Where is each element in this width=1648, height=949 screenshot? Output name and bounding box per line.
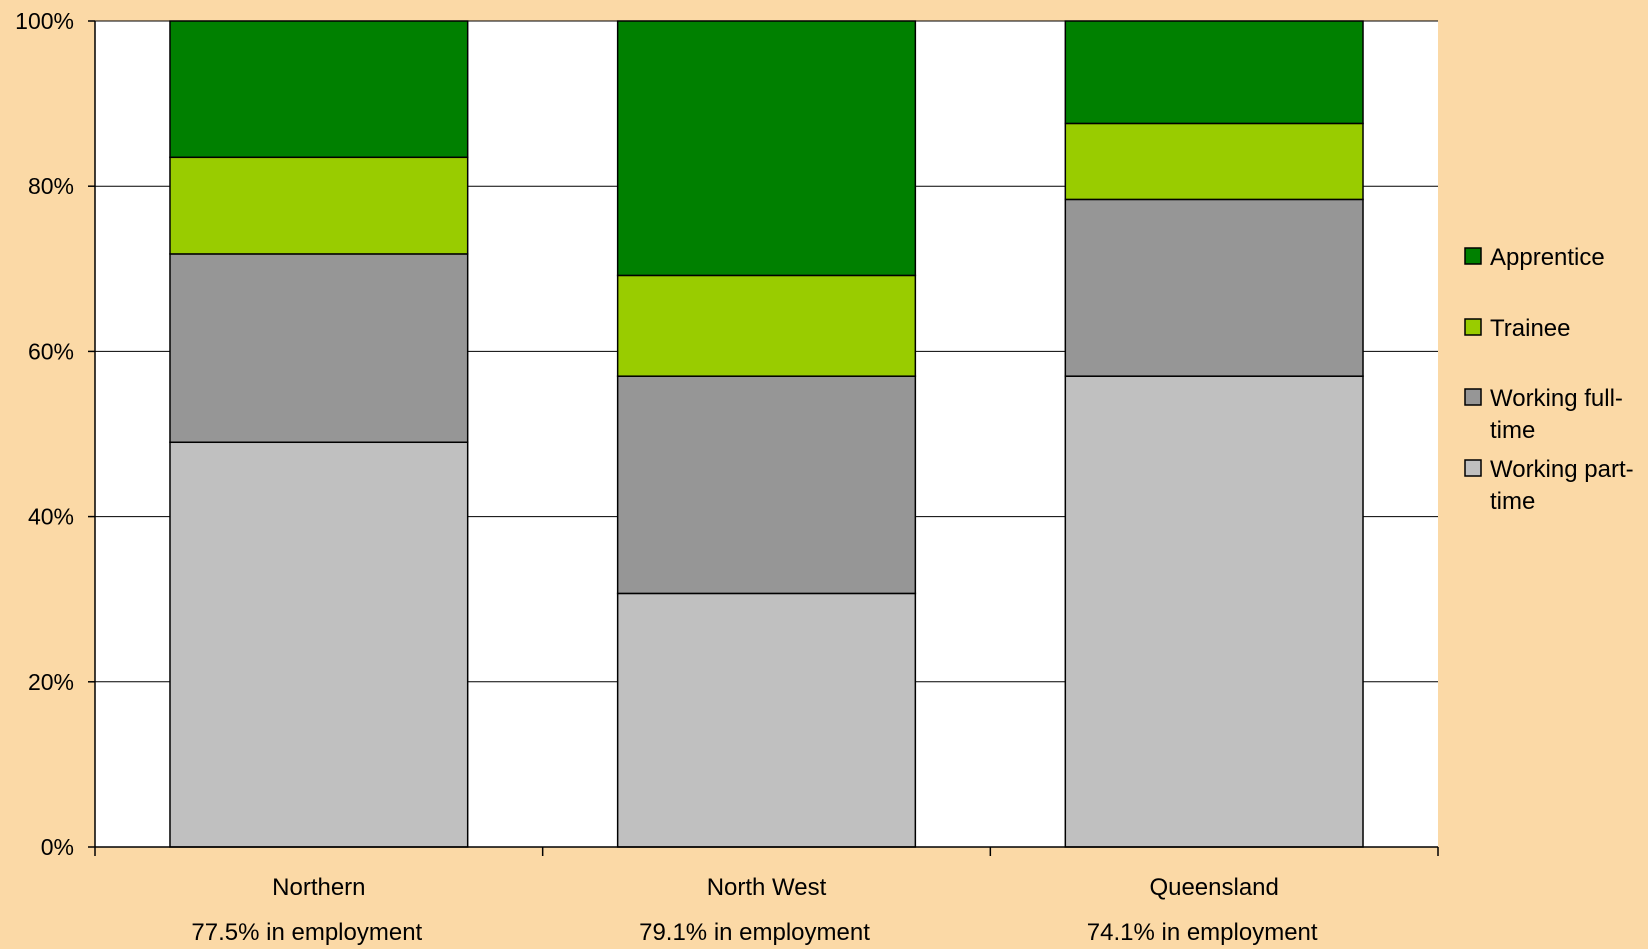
employment-note: 74.1% in employment (1087, 919, 1318, 946)
y-axis-tick-labels: 0% 20% 40% 60% 80% 100% (15, 8, 74, 860)
legend-label: Trainee (1490, 315, 1570, 342)
y-tick-label: 60% (28, 338, 74, 364)
legend-swatch (1464, 459, 1482, 477)
bar-segment (169, 253, 469, 444)
legend: Apprentice Trainee Working full-time Workin… (1464, 244, 1634, 515)
legend-swatch (1464, 388, 1482, 406)
legend-label: Working part- (1490, 456, 1634, 483)
bar-series (169, 20, 1364, 848)
y-tick-label: 40% (28, 504, 74, 530)
bar-segment (169, 156, 469, 255)
bar-segment (616, 20, 917, 277)
y-tick-label: 100% (15, 8, 74, 34)
bar-segment (1064, 122, 1364, 201)
bar-segment (616, 375, 917, 595)
x-category-label: North West (707, 874, 827, 901)
bar-segment (616, 274, 917, 377)
bar-segment (1064, 20, 1364, 125)
bar-segment (1064, 375, 1364, 848)
legend-label: time (1490, 417, 1535, 444)
x-axis-category-labels: Northern North West Queensland (272, 874, 1279, 901)
y-tick-label: 20% (28, 669, 74, 695)
bar-segment (1064, 198, 1364, 377)
legend-label: Apprentice (1490, 244, 1605, 271)
x-category-label: Northern (272, 874, 365, 901)
legend-swatch (1464, 318, 1482, 336)
legend-swatch (1464, 247, 1482, 265)
bar-segment (616, 592, 917, 848)
y-tick-label: 80% (28, 173, 74, 199)
legend-label: Working full- (1490, 385, 1623, 412)
bar-segment (169, 20, 469, 159)
y-tick-label: 0% (41, 834, 74, 860)
employment-notes: 77.5% in employment 79.1% in employment 74… (191, 919, 1317, 946)
employment-note: 79.1% in employment (639, 919, 870, 946)
x-category-label: Queensland (1149, 874, 1278, 901)
legend-label: time (1490, 488, 1535, 515)
bar-segment (169, 441, 469, 848)
axes (88, 20, 1439, 856)
employment-note: 77.5% in employment (191, 919, 422, 946)
